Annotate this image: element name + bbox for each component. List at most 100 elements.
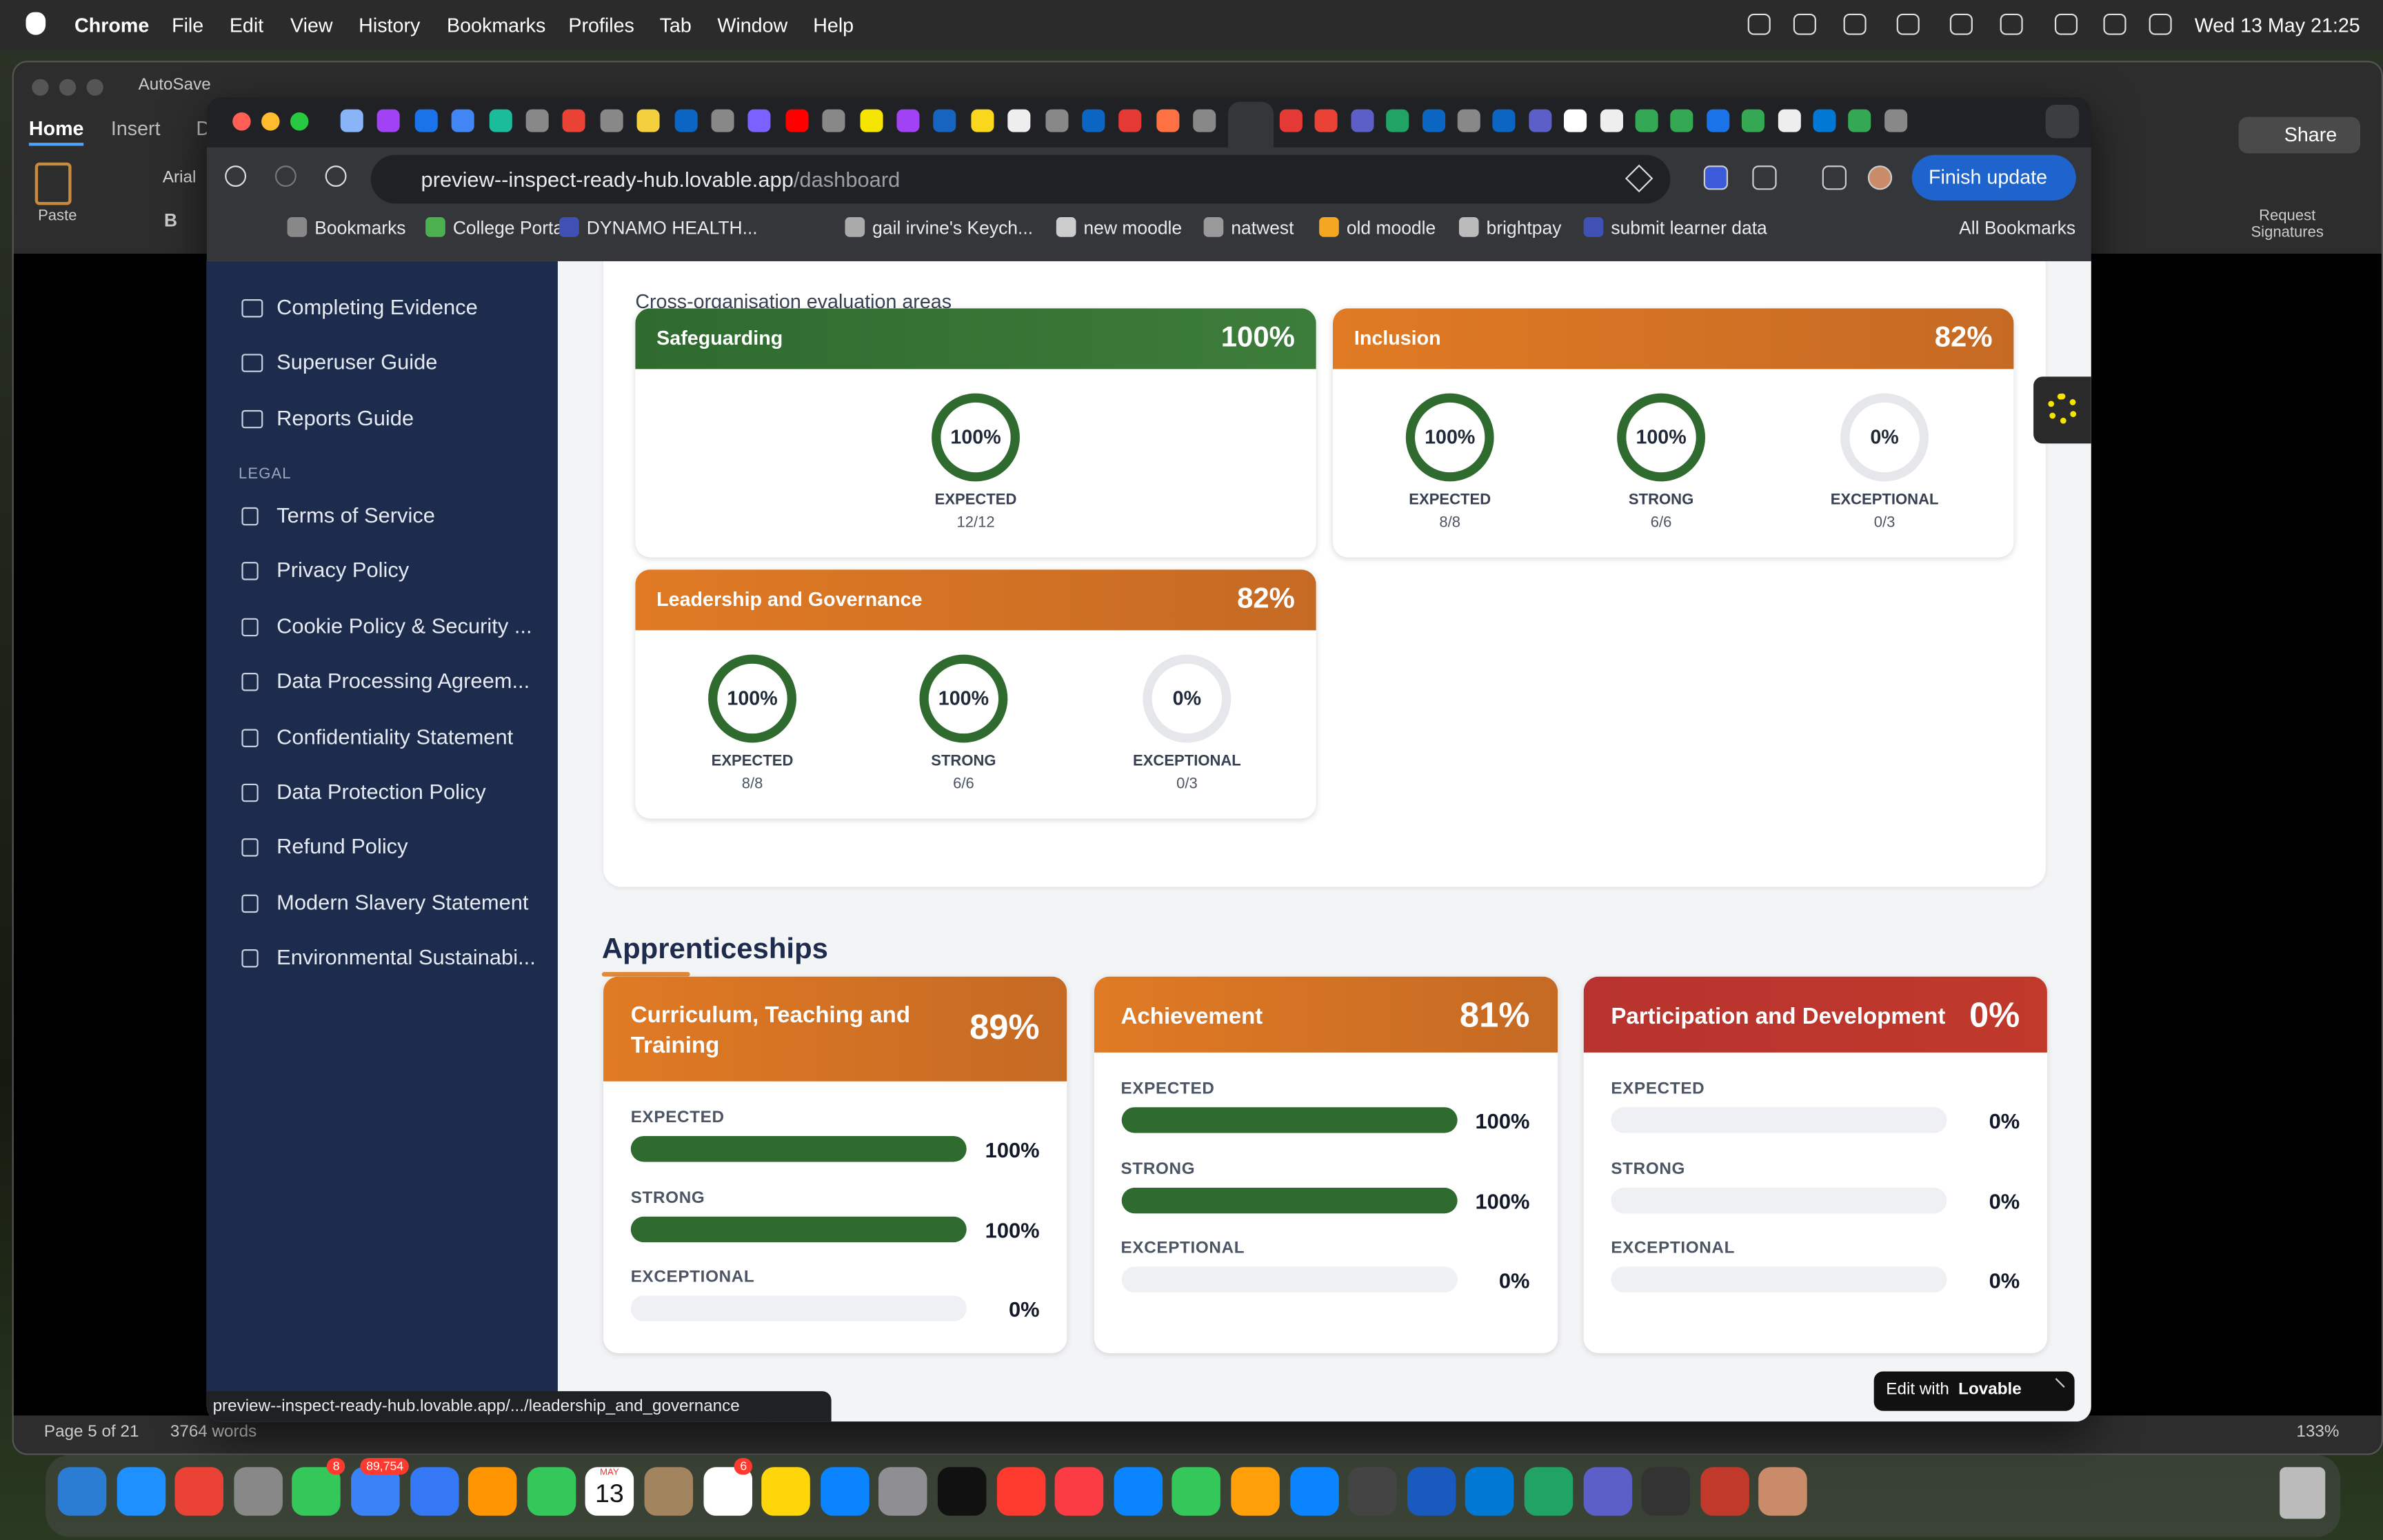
sidebar-link[interactable]: Refund Policy: [276, 834, 408, 859]
menu-item[interactable]: View: [290, 13, 333, 37]
sidebar-link[interactable]: Privacy Policy: [276, 558, 410, 582]
dock-icon[interactable]: [1231, 1467, 1280, 1516]
dock-icon[interactable]: [292, 1467, 341, 1516]
paste-label[interactable]: Paste: [38, 207, 77, 225]
tab-favicon[interactable]: [1193, 109, 1216, 132]
tab-favicon[interactable]: [377, 109, 401, 132]
dock-icon[interactable]: [1759, 1467, 1808, 1516]
tab-favicon[interactable]: [1315, 109, 1338, 132]
tab-favicon[interactable]: [1528, 109, 1551, 132]
tab-favicon[interactable]: [340, 109, 363, 132]
nav-button[interactable]: [274, 165, 296, 187]
dock-icon[interactable]: [1524, 1467, 1573, 1516]
tab-favicon[interactable]: [1457, 109, 1480, 132]
dock-icon[interactable]: [1582, 1467, 1632, 1516]
toolbar-icon[interactable]: [1867, 165, 1893, 190]
nav-button[interactable]: [325, 165, 347, 187]
menu-item[interactable]: Bookmarks: [447, 13, 546, 37]
dock-icon[interactable]: [527, 1467, 576, 1516]
window-control[interactable]: [290, 112, 309, 131]
tab-favicon[interactable]: [1007, 109, 1031, 132]
bookmark[interactable]: DYNAMO HEALTH...: [586, 217, 758, 239]
toolbar-icon[interactable]: [1752, 165, 1777, 190]
dock-icon[interactable]: [174, 1467, 224, 1516]
tab-favicon[interactable]: [1671, 109, 1694, 132]
dock-icon[interactable]: [937, 1467, 987, 1516]
tab-favicon[interactable]: [674, 109, 697, 132]
menu-item[interactable]: Help: [813, 13, 854, 37]
tab-favicon[interactable]: [1082, 109, 1105, 132]
dock-icon[interactable]: [410, 1467, 459, 1516]
bookmark[interactable]: submit learner data: [1611, 217, 1767, 239]
finish-update[interactable]: Finish update: [1911, 154, 2076, 201]
tab-favicon[interactable]: [934, 109, 957, 132]
tab-favicon[interactable]: [525, 109, 549, 132]
dock-icon[interactable]: [1289, 1467, 1338, 1516]
bookmark[interactable]: College Portal: [452, 217, 567, 239]
dock-icon[interactable]: [878, 1467, 928, 1516]
bookmark[interactable]: new moodle: [1083, 217, 1183, 239]
tab-favicon[interactable]: [1045, 109, 1068, 132]
dock-icon[interactable]: [57, 1467, 107, 1516]
bookmark[interactable]: old moodle: [1346, 217, 1436, 239]
nav-button[interactable]: [225, 165, 247, 187]
dock-icon[interactable]: [996, 1467, 1045, 1516]
dock-icon[interactable]: [1641, 1467, 1691, 1516]
sidebar-link[interactable]: Data Protection Policy: [276, 779, 486, 804]
dock-icon[interactable]: [351, 1467, 400, 1516]
request-signatures[interactable]: Request Signatures: [2251, 207, 2324, 242]
menu-item[interactable]: Profiles: [568, 13, 634, 37]
sidebar-link[interactable]: Cookie Policy & Security ...: [276, 613, 532, 638]
tab-favicon[interactable]: [636, 109, 660, 132]
ribbon-tab[interactable]: Insert: [110, 116, 161, 140]
tab-favicon[interactable]: [1156, 109, 1179, 132]
tab-favicon[interactable]: [1742, 109, 1765, 132]
tab-favicon[interactable]: [1279, 109, 1303, 132]
tab-favicon[interactable]: [1386, 109, 1409, 132]
bookmark[interactable]: brightpay: [1486, 217, 1562, 239]
tab-favicon[interactable]: [1564, 109, 1587, 132]
tab-favicon[interactable]: [1849, 109, 1872, 132]
tab-favicon[interactable]: [1706, 109, 1729, 132]
tab-favicon[interactable]: [1119, 109, 1143, 132]
tab-favicon[interactable]: [1493, 109, 1516, 132]
dock-icon[interactable]: [1055, 1467, 1104, 1516]
tab-favicon[interactable]: [970, 109, 994, 132]
sidebar-link[interactable]: Data Processing Agreem...: [276, 668, 530, 693]
tab-favicon[interactable]: [414, 109, 438, 132]
sidebar-link[interactable]: Environmental Sustainabi...: [276, 944, 536, 970]
tab-favicon[interactable]: [600, 109, 623, 132]
tab-favicon[interactable]: [1884, 109, 1907, 132]
dock-icon[interactable]: [1172, 1467, 1221, 1516]
tab-favicon[interactable]: [1600, 109, 1623, 132]
dock-icon[interactable]: [1114, 1467, 1163, 1516]
menu-item[interactable]: History: [359, 13, 421, 37]
tab-favicon[interactable]: [859, 109, 883, 132]
sidebar-link[interactable]: Terms of Service: [276, 503, 435, 527]
tab-favicon[interactable]: [748, 109, 772, 132]
dock-icon[interactable]: [761, 1467, 811, 1516]
sidebar-link[interactable]: Confidentiality Statement: [276, 724, 514, 749]
toolbar-icon[interactable]: [1703, 165, 1729, 190]
tab-favicon[interactable]: [1813, 109, 1836, 132]
bookmark[interactable]: gail irvine's Keych...: [872, 217, 1034, 239]
dock-icon[interactable]: [585, 1467, 634, 1516]
sidebar-link[interactable]: Reports Guide: [276, 405, 414, 430]
sidebar-link[interactable]: Superuser Guide: [276, 349, 438, 374]
dock-icon[interactable]: [233, 1467, 283, 1516]
dock-icon[interactable]: [644, 1467, 694, 1516]
window-control[interactable]: [261, 112, 280, 131]
tab-search[interactable]: [2045, 105, 2080, 139]
dock-icon[interactable]: [468, 1467, 517, 1516]
tab-favicon[interactable]: [563, 109, 586, 132]
tab-favicon[interactable]: [1777, 109, 1800, 132]
tab-favicon[interactable]: [896, 109, 920, 132]
bookmark[interactable]: Bookmarks: [314, 217, 406, 239]
tab-favicon[interactable]: [452, 109, 475, 132]
dock-icon[interactable]: [1407, 1467, 1456, 1516]
sidebar-link[interactable]: Modern Slavery Statement: [276, 889, 529, 914]
menu-item[interactable]: Edit: [229, 13, 264, 37]
lovable-badge[interactable]: Edit with Lovable: [1873, 1371, 2075, 1411]
dock-icon[interactable]: [1465, 1467, 1515, 1516]
ribbon-tab[interactable]: Home: [28, 117, 84, 146]
